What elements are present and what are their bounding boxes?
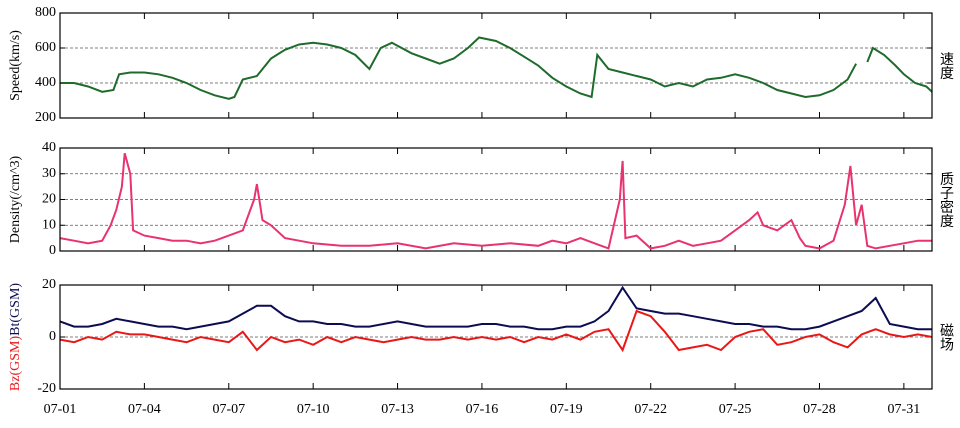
y-tick-label: 200 [35, 110, 56, 125]
data-line [59, 309, 933, 353]
x-tick-label: 07-25 [719, 402, 752, 417]
legend-label: Bz(GSM) [8, 336, 23, 392]
y-axis-label: Speed(km/s) [8, 30, 23, 101]
y-tick-label: 20 [42, 277, 56, 292]
plot-frame [59, 12, 933, 119]
y-tick-label: 0 [49, 243, 56, 258]
x-tick-label: 07-28 [803, 402, 836, 417]
y-axis-label: Density(/cm^3) [8, 155, 23, 243]
x-tick-label: 07-04 [128, 402, 161, 417]
x-tick-label: 07-16 [466, 402, 499, 417]
y-tick-label: 800 [35, 5, 56, 20]
side-label: 磁场 [938, 323, 954, 352]
y-axis-label: Bz(GSM)Bt(GSM) [8, 283, 23, 391]
data-line [60, 36, 933, 100]
plot-frame [59, 147, 933, 252]
y-tick-label: -20 [37, 381, 56, 396]
y-tick-label: 0 [49, 329, 56, 344]
y-tick-label: 10 [42, 217, 56, 232]
data-line [59, 285, 932, 331]
x-tick-label: 07-31 [888, 402, 921, 417]
y-tick-label: 30 [42, 166, 56, 181]
y-tick-label: 20 [42, 192, 56, 207]
side-label: 速度 [938, 52, 954, 80]
y-tick-label: 40 [42, 140, 56, 155]
x-tick-label: 07-07 [212, 402, 245, 417]
y-tick-label: 400 [35, 75, 56, 90]
x-tick-label: 07-19 [550, 402, 583, 417]
x-tick-label: 07-22 [634, 402, 667, 417]
x-tick-label: 07-01 [44, 402, 77, 417]
x-tick-label: 07-13 [381, 402, 414, 417]
plot-frame [59, 284, 933, 390]
side-label: 质子密度 [938, 172, 954, 228]
legend-label: Bt(GSM) [8, 283, 23, 336]
y-tick-label: 600 [35, 40, 56, 55]
x-tick-label: 07-10 [297, 402, 330, 417]
data-line [59, 152, 932, 250]
